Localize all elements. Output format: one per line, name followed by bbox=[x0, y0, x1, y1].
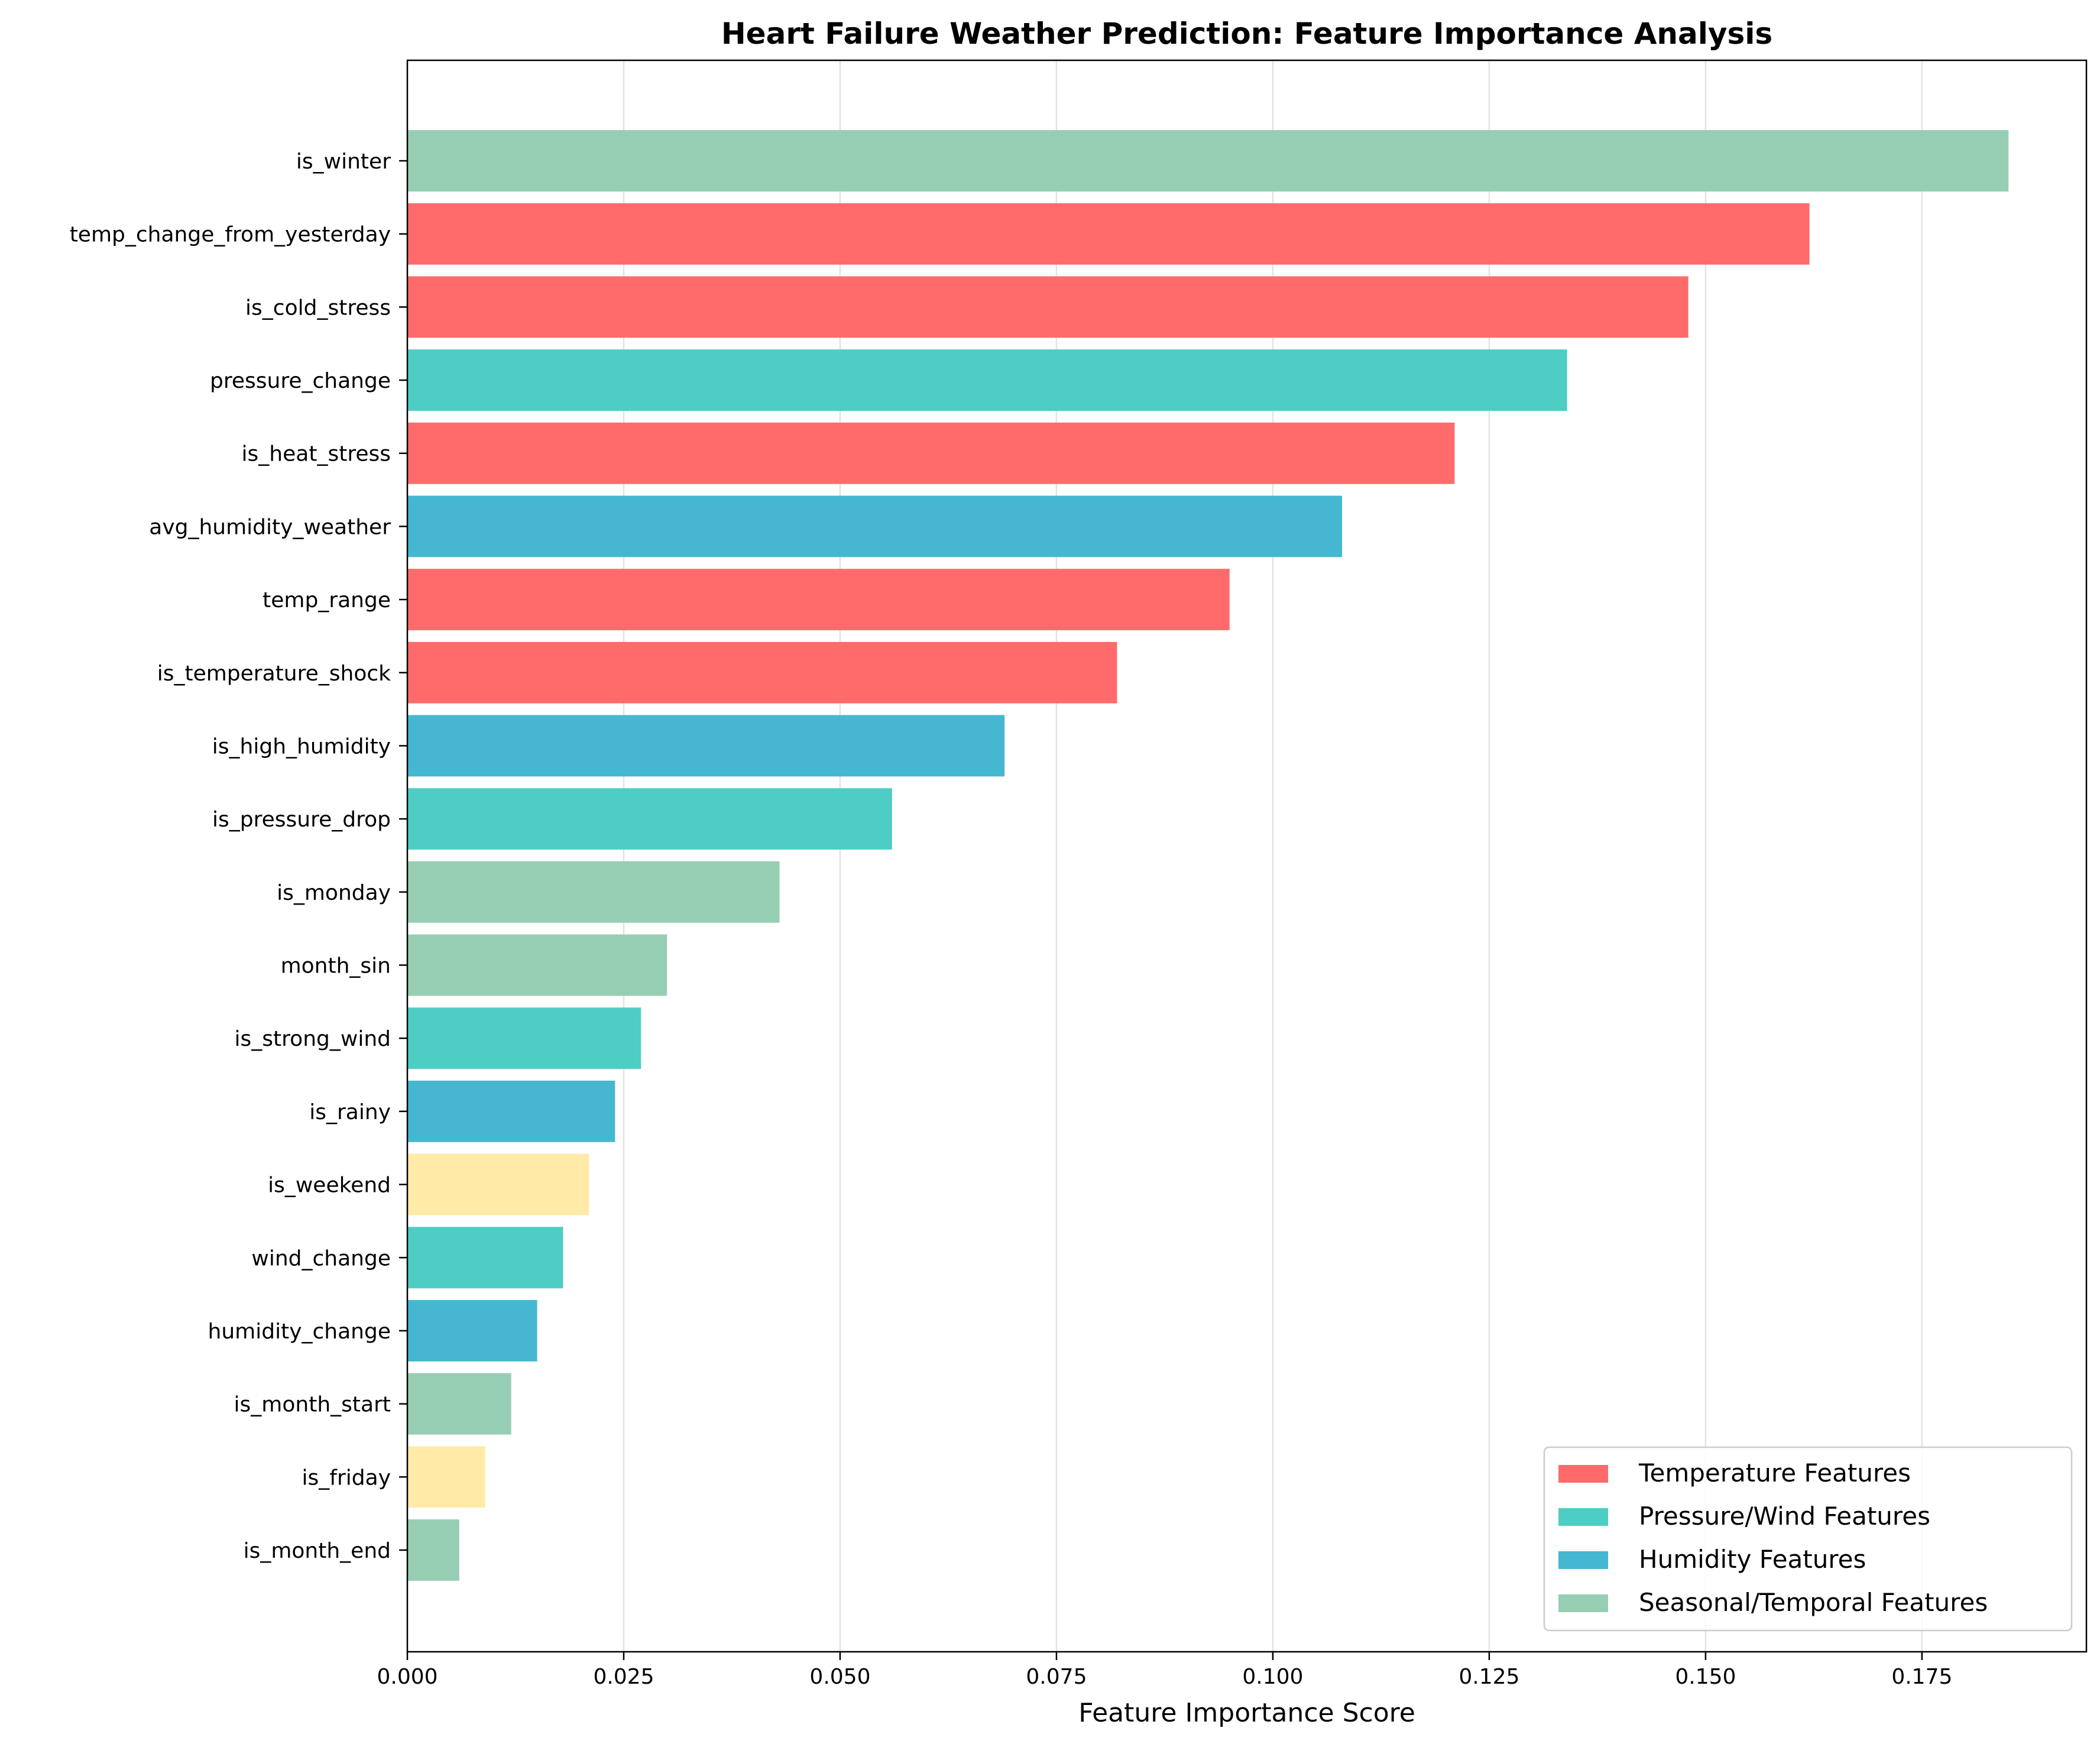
y-tick-label: is_weekend bbox=[268, 1174, 391, 1198]
y-tick-label: is_friday bbox=[302, 1466, 391, 1490]
bar-humidity_change bbox=[407, 1300, 537, 1362]
bar-pressure_change bbox=[407, 349, 1567, 411]
x-tick-label: 0.150 bbox=[1675, 1665, 1736, 1689]
y-tick-label: temp_range bbox=[262, 588, 391, 612]
bar-temp_range bbox=[407, 569, 1230, 631]
x-tick-label: 0.125 bbox=[1459, 1665, 1519, 1689]
y-tick-label: is_winter bbox=[296, 150, 391, 174]
legend-label: Seasonal/Temporal Features bbox=[1639, 1588, 1988, 1617]
y-tick-label: is_temperature_shock bbox=[157, 662, 391, 686]
bar-is_monday bbox=[407, 861, 780, 923]
y-tick-label: avg_humidity_weather bbox=[149, 515, 391, 539]
bar-is_high_humidity bbox=[407, 715, 1005, 777]
y-tick-label: is_cold_stress bbox=[245, 296, 391, 320]
legend-label: Pressure/Wind Features bbox=[1639, 1502, 1930, 1531]
y-tick-label: is_rainy bbox=[309, 1100, 391, 1124]
legend: Temperature Features Pressure/Wind Featur… bbox=[1543, 1446, 2073, 1632]
bar-wind_change bbox=[407, 1227, 563, 1289]
bar-is_weekend bbox=[407, 1153, 589, 1215]
x-tick-label: 0.175 bbox=[1891, 1665, 1952, 1689]
y-axis-ticks: is_winter temp_change_from_yesterday is_co… bbox=[70, 150, 407, 1563]
legend-swatch bbox=[1558, 1551, 1608, 1569]
bar-is_month_start bbox=[407, 1373, 511, 1435]
bar-is_cold_stress bbox=[407, 276, 1689, 338]
x-axis-ticks: 0.000 0.025 0.050 0.075 0.100 0.125 0.150 0.175 bbox=[377, 1652, 1952, 1689]
bar-is_rainy bbox=[407, 1080, 615, 1142]
chart-title: Heart Failure Weather Prediction: Featur… bbox=[721, 17, 1772, 51]
x-tick-label: 0.075 bbox=[1026, 1665, 1087, 1689]
y-tick-label: temp_change_from_yesterday bbox=[70, 223, 391, 247]
bar-is_temperature_shock bbox=[407, 641, 1117, 704]
y-tick-label: is_month_start bbox=[234, 1393, 391, 1417]
legend-box bbox=[1543, 1446, 2073, 1632]
x-tick-label: 0.100 bbox=[1242, 1665, 1303, 1689]
bar-is_heat_stress bbox=[407, 422, 1455, 484]
x-tick-label: 0.050 bbox=[809, 1665, 870, 1689]
bar-is_winter bbox=[407, 130, 2009, 192]
bar-avg_humidity_weather bbox=[407, 495, 1343, 557]
legend-swatch bbox=[1558, 1465, 1608, 1483]
bar-is_month_end bbox=[407, 1519, 459, 1581]
bar-month_sin bbox=[407, 934, 667, 996]
legend-swatch bbox=[1558, 1508, 1608, 1526]
y-tick-label: is_monday bbox=[277, 881, 391, 905]
bar-is_pressure_drop bbox=[407, 788, 892, 850]
x-axis-label: Feature Importance Score bbox=[1078, 1698, 1415, 1728]
bar-is_strong_wind bbox=[407, 1007, 641, 1069]
y-tick-label: is_high_humidity bbox=[212, 734, 391, 758]
bar-is_friday bbox=[407, 1446, 485, 1508]
x-tick-label: 0.025 bbox=[593, 1665, 654, 1689]
bar-temp_change_from_yesterday bbox=[407, 203, 1810, 265]
y-tick-label: is_pressure_drop bbox=[212, 808, 391, 832]
legend-label: Humidity Features bbox=[1639, 1545, 1866, 1574]
bars bbox=[407, 130, 2009, 1581]
y-tick-label: wind_change bbox=[251, 1246, 391, 1270]
y-tick-label: is_heat_stress bbox=[242, 442, 391, 466]
y-tick-label: is_strong_wind bbox=[235, 1027, 391, 1051]
plot-frame bbox=[406, 59, 2088, 1653]
y-tick-label: is_month_end bbox=[244, 1539, 391, 1563]
legend-swatch bbox=[1558, 1594, 1608, 1612]
y-tick-label: pressure_change bbox=[210, 369, 391, 393]
y-tick-label: humidity_change bbox=[208, 1320, 391, 1344]
legend-label: Temperature Features bbox=[1638, 1458, 1911, 1487]
x-tick-label: 0.000 bbox=[377, 1665, 438, 1689]
y-tick-label: month_sin bbox=[281, 954, 391, 978]
